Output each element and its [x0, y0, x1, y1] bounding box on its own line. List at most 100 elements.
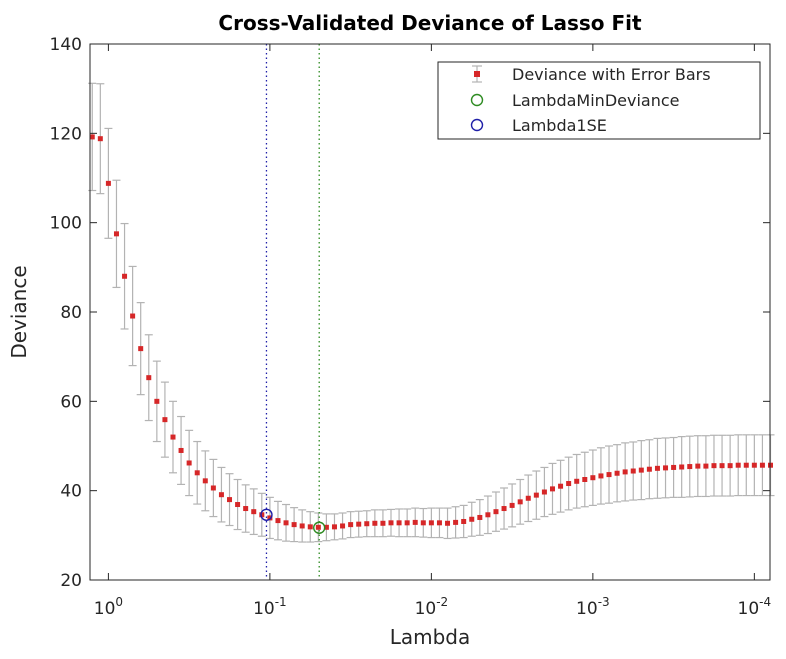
data-point — [194, 470, 200, 476]
legend-box — [437, 61, 761, 140]
data-point — [566, 481, 572, 487]
data-point — [525, 495, 531, 501]
data-point — [89, 134, 95, 140]
y-tick-label: 40 — [60, 482, 82, 502]
lambda-markers-group — [260, 508, 326, 534]
data-point — [638, 467, 644, 473]
data-point — [743, 462, 749, 468]
y-tick-label: 80 — [60, 303, 82, 323]
data-point — [178, 447, 184, 453]
data-point — [404, 520, 410, 526]
data-point — [283, 520, 289, 526]
data-point — [138, 346, 144, 352]
data-point — [372, 520, 378, 526]
legend-min-deviance-marker — [470, 93, 484, 107]
data-point — [759, 462, 765, 468]
legend-errorbar-icon — [472, 65, 482, 83]
data-point — [663, 465, 669, 471]
data-point — [614, 470, 620, 476]
legend-1se-marker — [470, 118, 484, 132]
data-point — [719, 463, 725, 469]
data-point — [727, 463, 733, 469]
data-point — [606, 472, 612, 478]
reference-lines-group — [265, 44, 320, 580]
y-tick-label: 60 — [60, 392, 82, 412]
data-point — [735, 462, 741, 468]
data-point — [420, 520, 426, 526]
legend-label-1se: Lambda1SE — [512, 116, 607, 135]
x-tick-label: 10-1 — [253, 595, 287, 619]
y-tick-label: 100 — [50, 214, 82, 234]
y-tick-label: 120 — [50, 124, 82, 144]
data-point — [259, 512, 265, 518]
x-tick-label: 10-2 — [415, 595, 449, 619]
data-point — [509, 502, 515, 508]
data-point — [646, 466, 652, 472]
y-tick-label: 20 — [60, 571, 82, 591]
data-point — [307, 524, 313, 530]
data-points-group — [89, 134, 773, 530]
data-point — [380, 520, 386, 526]
data-point — [331, 524, 337, 530]
data-point — [533, 492, 539, 498]
data-point — [703, 463, 709, 469]
data-point — [541, 489, 547, 495]
data-point — [235, 502, 241, 508]
data-point — [517, 499, 523, 505]
data-point — [202, 478, 208, 484]
data-point — [186, 460, 192, 466]
data-point — [348, 522, 354, 528]
data-point — [622, 469, 628, 475]
x-tick-label: 10-4 — [738, 595, 772, 619]
lambda-min-deviance-marker — [313, 521, 326, 534]
x-axis-ticks: 100 10-1 10-2 10-3 10-4 — [94, 44, 771, 619]
data-point — [711, 463, 717, 469]
data-point — [251, 509, 257, 515]
data-point — [751, 462, 757, 468]
data-point — [396, 520, 402, 526]
data-point — [170, 434, 176, 440]
data-point — [162, 417, 168, 423]
data-point — [146, 375, 152, 381]
data-point — [267, 515, 273, 521]
data-point — [477, 514, 483, 520]
data-point — [582, 477, 588, 482]
data-point — [291, 522, 297, 528]
data-point — [356, 521, 362, 527]
data-point — [364, 521, 370, 527]
data-point — [461, 518, 467, 524]
data-point — [227, 497, 233, 503]
data-point — [154, 398, 160, 404]
lambda-1se-marker — [260, 508, 273, 521]
data-point — [340, 523, 346, 529]
legend: Deviance with Error Bars LambdaMinDevian… — [437, 61, 761, 140]
x-tick-label: 100 — [94, 595, 123, 619]
data-point — [598, 473, 604, 479]
data-point — [412, 519, 418, 525]
data-point — [97, 136, 103, 142]
data-point — [558, 483, 564, 489]
data-point — [436, 520, 442, 526]
data-point — [590, 475, 596, 481]
data-point — [501, 506, 507, 512]
data-point — [210, 485, 216, 491]
data-point — [630, 468, 636, 474]
data-point — [574, 478, 580, 484]
data-point — [323, 524, 329, 530]
data-point — [493, 509, 499, 515]
data-point — [485, 512, 491, 518]
legend-label-min-deviance: LambdaMinDeviance — [512, 91, 679, 110]
legend-label-deviance: Deviance with Error Bars — [512, 65, 711, 84]
data-point — [122, 273, 128, 279]
x-axis-label: Lambda — [390, 625, 471, 649]
data-point — [687, 464, 693, 470]
data-point — [388, 520, 394, 526]
data-point — [275, 518, 281, 524]
data-point — [113, 231, 119, 237]
data-point — [105, 180, 111, 186]
data-point — [243, 506, 249, 512]
data-point — [315, 524, 321, 530]
data-point — [218, 492, 224, 498]
